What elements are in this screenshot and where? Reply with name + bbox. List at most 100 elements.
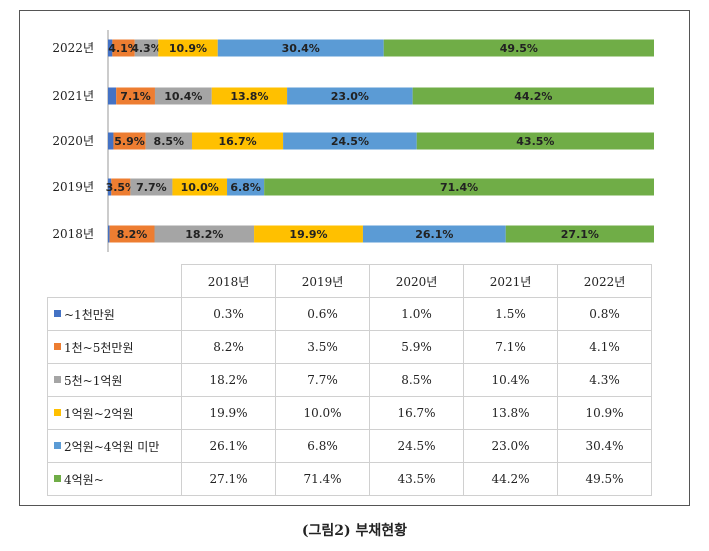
bar-segment [505, 225, 654, 243]
table-corner [47, 264, 182, 298]
data-label: 3.5% [106, 181, 137, 194]
bar-segment [227, 178, 265, 196]
bar-segment [111, 178, 131, 196]
category-tick-label: 2018년 [52, 227, 94, 241]
data-label: 26.1% [415, 228, 453, 241]
data-label: 16.7% [218, 135, 256, 148]
table-cell: 8.2% [181, 330, 276, 364]
year-header: 2020년 [369, 264, 464, 298]
year-header: 2021년 [463, 264, 558, 298]
legend-key [54, 375, 61, 383]
table-cell: 7.1% [463, 330, 558, 364]
table-cell: 4.1% [557, 330, 652, 364]
table-cell: 43.5% [369, 462, 464, 496]
bar-segment [154, 87, 212, 105]
bar-segment [254, 225, 363, 243]
bar-segment [412, 87, 654, 105]
bar-segment [130, 178, 173, 196]
table-cell: 19.9% [181, 396, 276, 430]
bar-segment [108, 225, 110, 243]
data-label: 49.5% [500, 42, 538, 55]
data-label: 18.2% [185, 228, 223, 241]
table-cell: 10.0% [275, 396, 370, 430]
data-label: 13.8% [230, 90, 268, 103]
row-label-text: 2억원~4억원 미만 [64, 439, 160, 454]
bar-segment [416, 132, 654, 150]
table-cell: 13.8% [463, 396, 558, 430]
bar-segment [362, 225, 506, 243]
legend-key [54, 309, 61, 317]
row-label: 1천~5천만원 [47, 330, 182, 364]
data-label: 7.7% [136, 181, 167, 194]
data-label: 4.3% [131, 42, 162, 55]
category-tick-label: 2019년 [52, 180, 94, 194]
bar-segment [145, 132, 192, 150]
data-label: 5.9% [114, 135, 145, 148]
bar-segment [383, 39, 654, 57]
row-label-text: 1억원~2억원 [64, 406, 134, 421]
table-cell: 7.7% [275, 363, 370, 397]
legend-key [54, 408, 61, 416]
table-cell: 49.5% [557, 462, 652, 496]
table-cell: 10.9% [557, 396, 652, 430]
data-label: 7.1% [120, 90, 151, 103]
data-label: 10.0% [181, 181, 219, 194]
table-cell: 16.7% [369, 396, 464, 430]
row-label-text: 5천~1억원 [64, 373, 123, 388]
table-cell: 26.1% [181, 429, 276, 463]
bar-segment [116, 87, 155, 105]
stacked-bar-chart: 2022년 4.1%4.3% 10.9% 30.4% 49.5% 2021년 7.1% 10.… [52, 30, 654, 252]
data-label: 27.1% [561, 228, 599, 241]
data-label: 4.1% [108, 42, 139, 55]
table-cell: 0.8% [557, 297, 652, 331]
data-label: 6.8% [230, 181, 261, 194]
row-label-text: 4억원~ [64, 472, 104, 487]
bar-segment [287, 87, 413, 105]
year-header: 2022년 [557, 264, 652, 298]
table-row: 1억원~2억원 19.9% 10.0% 16.7% 13.8% 10.9% [47, 396, 652, 430]
year-header: 2019년 [275, 264, 370, 298]
table-cell: 3.5% [275, 330, 370, 364]
category-tick-label: 2020년 [52, 134, 94, 148]
table-row: 5천~1억원 18.2% 7.7% 8.5% 10.4% 4.3% [47, 363, 652, 397]
figure-frame [19, 10, 690, 506]
data-label: 10.9% [169, 42, 207, 55]
row-label: 2억원~4억원 미만 [47, 429, 182, 463]
table-cell: 4.3% [557, 363, 652, 397]
legend-key [54, 342, 61, 350]
legend-key [54, 474, 61, 482]
data-label: 44.2% [514, 90, 552, 103]
table-row: 1천~5천만원 8.2% 3.5% 5.9% 7.1% 4.1% [47, 330, 652, 364]
row-label: ~1천만원 [47, 297, 182, 331]
bar-segment [134, 39, 159, 57]
table-cell: 24.5% [369, 429, 464, 463]
bar-segment [211, 87, 288, 105]
table-cell: 27.1% [181, 462, 276, 496]
table-header-row: 2018년 2019년 2020년 2021년 2022년 [47, 264, 652, 298]
bar-segment [154, 225, 255, 243]
row-label: 4억원~ [47, 462, 182, 496]
data-label: 8.2% [117, 228, 148, 241]
row-label: 1억원~2억원 [47, 396, 182, 430]
row-label: 5천~1억원 [47, 363, 182, 397]
table-cell: 1.0% [369, 297, 464, 331]
table-cell: 0.3% [181, 297, 276, 331]
bar-segment [108, 132, 114, 150]
data-label: 8.5% [154, 135, 185, 148]
table-cell: 30.4% [557, 429, 652, 463]
bar-segment [109, 225, 155, 243]
bar-segment [172, 178, 228, 196]
data-label: 19.9% [289, 228, 327, 241]
data-label: 30.4% [282, 42, 320, 55]
table-cell: 71.4% [275, 462, 370, 496]
bar-segment [108, 87, 117, 105]
bar-segment [158, 39, 218, 57]
bar-segment [108, 39, 113, 57]
data-label: 23.0% [331, 90, 369, 103]
bar-segment [113, 132, 146, 150]
bar-segment [112, 39, 135, 57]
year-header: 2018년 [181, 264, 276, 298]
table-cell: 1.5% [463, 297, 558, 331]
data-label: 71.4% [440, 181, 478, 194]
data-label: 43.5% [516, 135, 554, 148]
